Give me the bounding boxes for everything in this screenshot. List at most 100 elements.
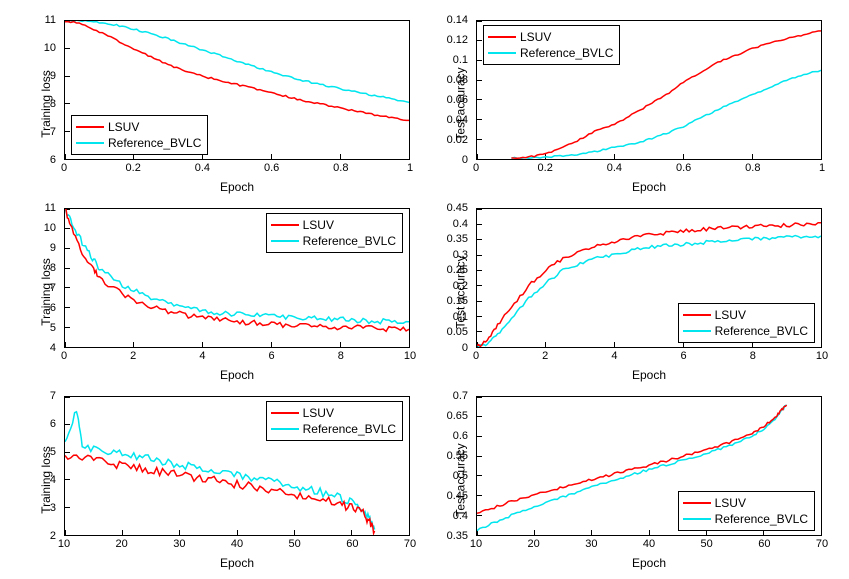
xlabel: Epoch — [476, 556, 822, 570]
xtick: 1 — [407, 162, 413, 174]
chart-svg — [65, 209, 409, 347]
xtick: 0.4 — [195, 162, 210, 174]
yticks: 00.020.040.060.080.10.120.14 — [422, 20, 472, 160]
xticks: 00.20.40.60.81 — [64, 162, 410, 176]
xtick: 0.8 — [333, 162, 348, 174]
xticks: 10203040506070 — [476, 538, 822, 552]
xtick: 8 — [338, 350, 344, 362]
ytick: 0.55 — [447, 450, 468, 462]
ytick: 9 — [50, 70, 56, 82]
ytick: 0.05 — [447, 326, 468, 338]
ytick: 0.7 — [453, 390, 468, 402]
ytick: 0.45 — [447, 490, 468, 502]
xtick: 0 — [473, 350, 479, 362]
ytick: 0.04 — [447, 114, 468, 126]
xtick: 2 — [130, 350, 136, 362]
ytick: 6 — [50, 302, 56, 314]
xlabel: Epoch — [476, 180, 822, 194]
ytick: 0.3 — [453, 249, 468, 261]
xtick: 2 — [542, 350, 548, 362]
ytick: 6 — [50, 154, 56, 166]
panel-r2c1: Training lossEpochLSUVReference_BVLC0246… — [10, 198, 422, 386]
xtick: 10 — [404, 350, 416, 362]
ytick: 0.35 — [447, 530, 468, 542]
xtick: 30 — [173, 538, 185, 550]
xtick: 60 — [758, 538, 770, 550]
xtick: 0 — [61, 162, 67, 174]
panel-r1c1: Training lossEpochLSUVReference_BVLC00.2… — [10, 10, 422, 198]
plot-area: LSUVReference_BVLC — [64, 208, 410, 348]
ytick: 0.6 — [453, 430, 468, 442]
ytick: 0.06 — [447, 94, 468, 106]
plot-area: LSUVReference_BVLC — [64, 20, 410, 160]
ytick: 7 — [50, 126, 56, 138]
panel-r3c1: Training lossEpochLSUVReference_BVLC1020… — [10, 386, 422, 574]
ytick: 0.25 — [447, 264, 468, 276]
ytick: 6 — [50, 418, 56, 430]
yticks: 234567 — [10, 396, 60, 536]
xtick: 10 — [470, 538, 482, 550]
xtick: 40 — [231, 538, 243, 550]
yticks: 67891011 — [10, 20, 60, 160]
chart-svg — [65, 397, 409, 535]
series-lsuv — [477, 223, 821, 347]
xtick: 60 — [346, 538, 358, 550]
plot-area: LSUVReference_BVLC — [476, 20, 822, 160]
yticks: 00.050.10.150.20.250.30.350.40.45 — [422, 208, 472, 348]
ytick: 0.1 — [453, 54, 468, 66]
xtick: 6 — [681, 350, 687, 362]
xtick: 0 — [473, 162, 479, 174]
ytick: 0.14 — [447, 14, 468, 26]
ytick: 8 — [50, 262, 56, 274]
series-reference-bvlc — [65, 209, 409, 324]
xtick: 20 — [116, 538, 128, 550]
chart-svg — [477, 21, 821, 159]
ytick: 4 — [50, 474, 56, 486]
xticks: 10203040506070 — [64, 538, 410, 552]
series-lsuv — [65, 22, 409, 121]
ytick: 8 — [50, 98, 56, 110]
xtick: 50 — [701, 538, 713, 550]
ytick: 11 — [45, 202, 56, 214]
xtick: 8 — [750, 350, 756, 362]
ytick: 9 — [50, 242, 56, 254]
chart-svg — [65, 21, 409, 159]
ytick: 0.1 — [453, 311, 468, 323]
xtick: 4 — [611, 350, 617, 362]
xtick: 4 — [199, 350, 205, 362]
xtick: 50 — [289, 538, 301, 550]
xtick: 0 — [61, 350, 67, 362]
ytick: 0.2 — [453, 280, 468, 292]
series-reference-bvlc — [65, 21, 409, 102]
yticks: 4567891011 — [10, 208, 60, 348]
xtick: 6 — [269, 350, 275, 362]
xtick: 10 — [816, 350, 828, 362]
plot-area: LSUVReference_BVLC — [476, 208, 822, 348]
plot-area: LSUVReference_BVLC — [476, 396, 822, 536]
ytick: 7 — [50, 390, 56, 402]
xtick: 30 — [585, 538, 597, 550]
ytick: 10 — [44, 222, 56, 234]
series-reference-bvlc — [65, 412, 375, 530]
ytick: 0.65 — [447, 410, 468, 422]
panel-r3c2: Test accuracyEpochLSUVReference_BVLC1020… — [422, 386, 834, 574]
series-reference-bvlc — [477, 236, 821, 347]
panel-r1c2: Test accuracyEpochLSUVReference_BVLC00.2… — [422, 10, 834, 198]
xtick: 70 — [404, 538, 416, 550]
xtick: 0.8 — [745, 162, 760, 174]
ytick: 0.12 — [447, 34, 468, 46]
xtick: 0.2 — [538, 162, 553, 174]
panel-r2c2: Test accuracyEpochLSUVReference_BVLC0246… — [422, 198, 834, 386]
series-reference-bvlc — [477, 405, 787, 531]
ytick: 0 — [462, 342, 468, 354]
ytick: 5 — [50, 446, 56, 458]
ytick: 0.4 — [453, 510, 468, 522]
ytick: 5 — [50, 322, 56, 334]
xticks: 0246810 — [476, 350, 822, 364]
plot-area: LSUVReference_BVLC — [64, 396, 410, 536]
ytick: 0.02 — [447, 134, 468, 146]
yticks: 0.350.40.450.50.550.60.650.7 — [422, 396, 472, 536]
xlabel: Epoch — [64, 368, 410, 382]
ytick: 0.45 — [447, 202, 468, 214]
series-reference-bvlc — [511, 70, 821, 158]
